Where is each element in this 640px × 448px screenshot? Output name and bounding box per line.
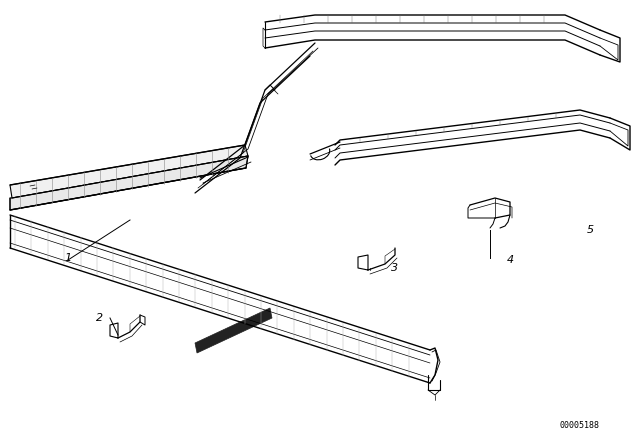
Text: 2: 2 bbox=[97, 313, 104, 323]
Text: 00005188: 00005188 bbox=[560, 421, 600, 430]
Polygon shape bbox=[195, 308, 272, 353]
Text: 4: 4 bbox=[506, 255, 513, 265]
Text: 3: 3 bbox=[392, 263, 399, 273]
Polygon shape bbox=[10, 156, 248, 210]
Polygon shape bbox=[10, 145, 248, 198]
Text: 1: 1 bbox=[65, 253, 72, 263]
Text: 5: 5 bbox=[586, 225, 593, 235]
